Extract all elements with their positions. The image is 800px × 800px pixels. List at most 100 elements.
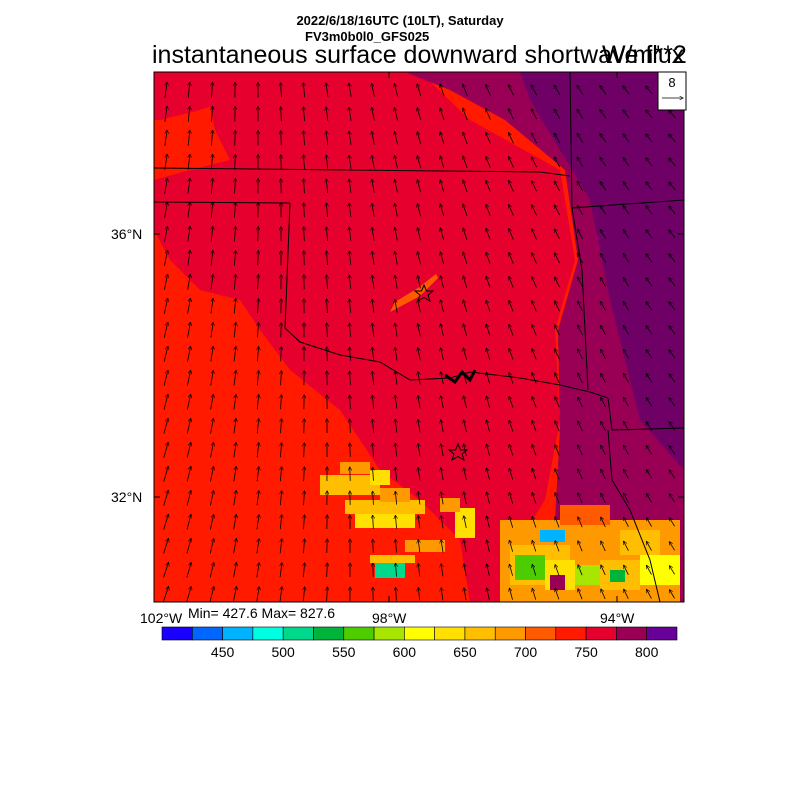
- wind-arrow: [669, 110, 676, 119]
- wind-arrow: [646, 565, 652, 575]
- wind-arrow: [601, 469, 606, 480]
- wind-arrow: [463, 372, 468, 385]
- wind-arrow: [508, 85, 514, 96]
- wind-arrow: [555, 373, 560, 384]
- wind-arrow: [486, 84, 491, 96]
- wind-arrow: [257, 395, 258, 410]
- wind-arrow: [417, 132, 422, 145]
- wind-arrow: [623, 182, 630, 191]
- wind-arrow: [669, 590, 675, 599]
- wind-arrow: [463, 204, 468, 217]
- wind-arrow: [646, 158, 653, 167]
- wind-arrow: [532, 301, 537, 312]
- wind-arrow: [418, 468, 420, 481]
- wind-arrow: [532, 349, 537, 360]
- city-star-okc: [413, 283, 435, 303]
- wind-arrow: [303, 539, 304, 554]
- wind-arrow: [211, 106, 212, 122]
- wind-arrow: [233, 539, 237, 554]
- wind-arrow: [163, 490, 169, 506]
- wind-arrow: [624, 541, 629, 551]
- wind-arrow: [624, 517, 629, 527]
- wind-arrow: [600, 205, 607, 215]
- wind-arrow: [646, 374, 653, 383]
- wind-arrow: [258, 275, 259, 290]
- wind-arrow: [164, 202, 168, 218]
- wind-arrow: [163, 346, 168, 362]
- wind-arrow: [623, 134, 630, 143]
- wind-arrow: [441, 444, 444, 457]
- wind-arrow: [396, 587, 397, 601]
- wind-arrow: [304, 491, 305, 506]
- wind-arrow: [418, 516, 420, 529]
- wind-arrow: [209, 587, 214, 602]
- wind-arrow: [372, 347, 374, 361]
- wind-arrow: [669, 446, 676, 455]
- wind-arrow: [646, 86, 653, 95]
- min-max-stats: Min= 427.6 Max= 827.6: [188, 605, 336, 621]
- wind-arrow: [577, 301, 583, 312]
- wind-arrow: [188, 130, 190, 146]
- wind-arrow: [578, 445, 583, 456]
- wind-arrow: [463, 324, 468, 337]
- wind-arrow: [372, 155, 375, 169]
- wind-arrow: [235, 202, 236, 218]
- wind-arrow: [669, 158, 676, 167]
- wind-arrow: [349, 83, 352, 97]
- wind-arrow: [486, 204, 491, 216]
- wind-arrow: [257, 347, 258, 362]
- wind-arrow: [394, 108, 398, 121]
- wind-arrow: [281, 395, 282, 410]
- wind-arrow: [395, 539, 396, 553]
- wind-arrow: [373, 515, 374, 529]
- reference-vector-box: [657, 71, 687, 111]
- wind-arrow: [578, 373, 583, 384]
- wind-arrow: [486, 468, 490, 481]
- wind-arrow: [395, 443, 397, 457]
- wind-arrow: [234, 347, 236, 362]
- wind-arrow: [164, 82, 167, 98]
- wind-arrow: [555, 325, 560, 336]
- wind-arrow: [486, 252, 491, 264]
- wind-arrow: [187, 178, 190, 194]
- wind-arrow: [188, 106, 190, 122]
- wind-arrow: [350, 443, 351, 457]
- wind-arrow: [646, 494, 652, 503]
- wind-arrow: [509, 252, 514, 264]
- wind-arrow: [555, 517, 560, 528]
- wind-arrow: [646, 422, 653, 431]
- wind-arrow: [486, 180, 491, 192]
- wind-arrow: [326, 251, 327, 266]
- wind-arrow: [209, 563, 214, 578]
- wind-arrow: [304, 227, 305, 242]
- wind-arrow: [600, 157, 607, 167]
- wind-arrow: [509, 372, 514, 384]
- wind-arrow: [486, 276, 491, 288]
- wind-arrow: [623, 301, 630, 311]
- wind-arrow: [163, 538, 169, 554]
- wind-arrow: [258, 227, 259, 242]
- wind-arrow: [303, 131, 304, 146]
- wind-arrow: [577, 181, 584, 192]
- wind-arrow: [327, 563, 328, 578]
- wind-arrow: [463, 276, 468, 289]
- wind-arrow: [163, 418, 168, 434]
- wind-arrow: [532, 492, 537, 504]
- wind-arrow: [395, 204, 398, 217]
- axis-ticks: [154, 72, 684, 602]
- wind-arrow: [326, 203, 327, 218]
- wind-arrow: [395, 251, 398, 265]
- wind-arrow: [509, 300, 514, 312]
- wind-arrow: [486, 324, 491, 336]
- wind-arrow: [233, 467, 236, 482]
- map-frame: [153, 71, 685, 603]
- wind-arrow: [532, 564, 537, 576]
- wind-arrow: [623, 445, 629, 455]
- wind-arrow: [326, 155, 328, 170]
- wind-arrow: [349, 299, 350, 313]
- wind-arrow: [532, 277, 537, 288]
- wind-arrow: [509, 588, 513, 600]
- wind-arrow: [280, 515, 282, 530]
- wind-arrow: [624, 589, 629, 599]
- wind-arrow: [486, 396, 491, 408]
